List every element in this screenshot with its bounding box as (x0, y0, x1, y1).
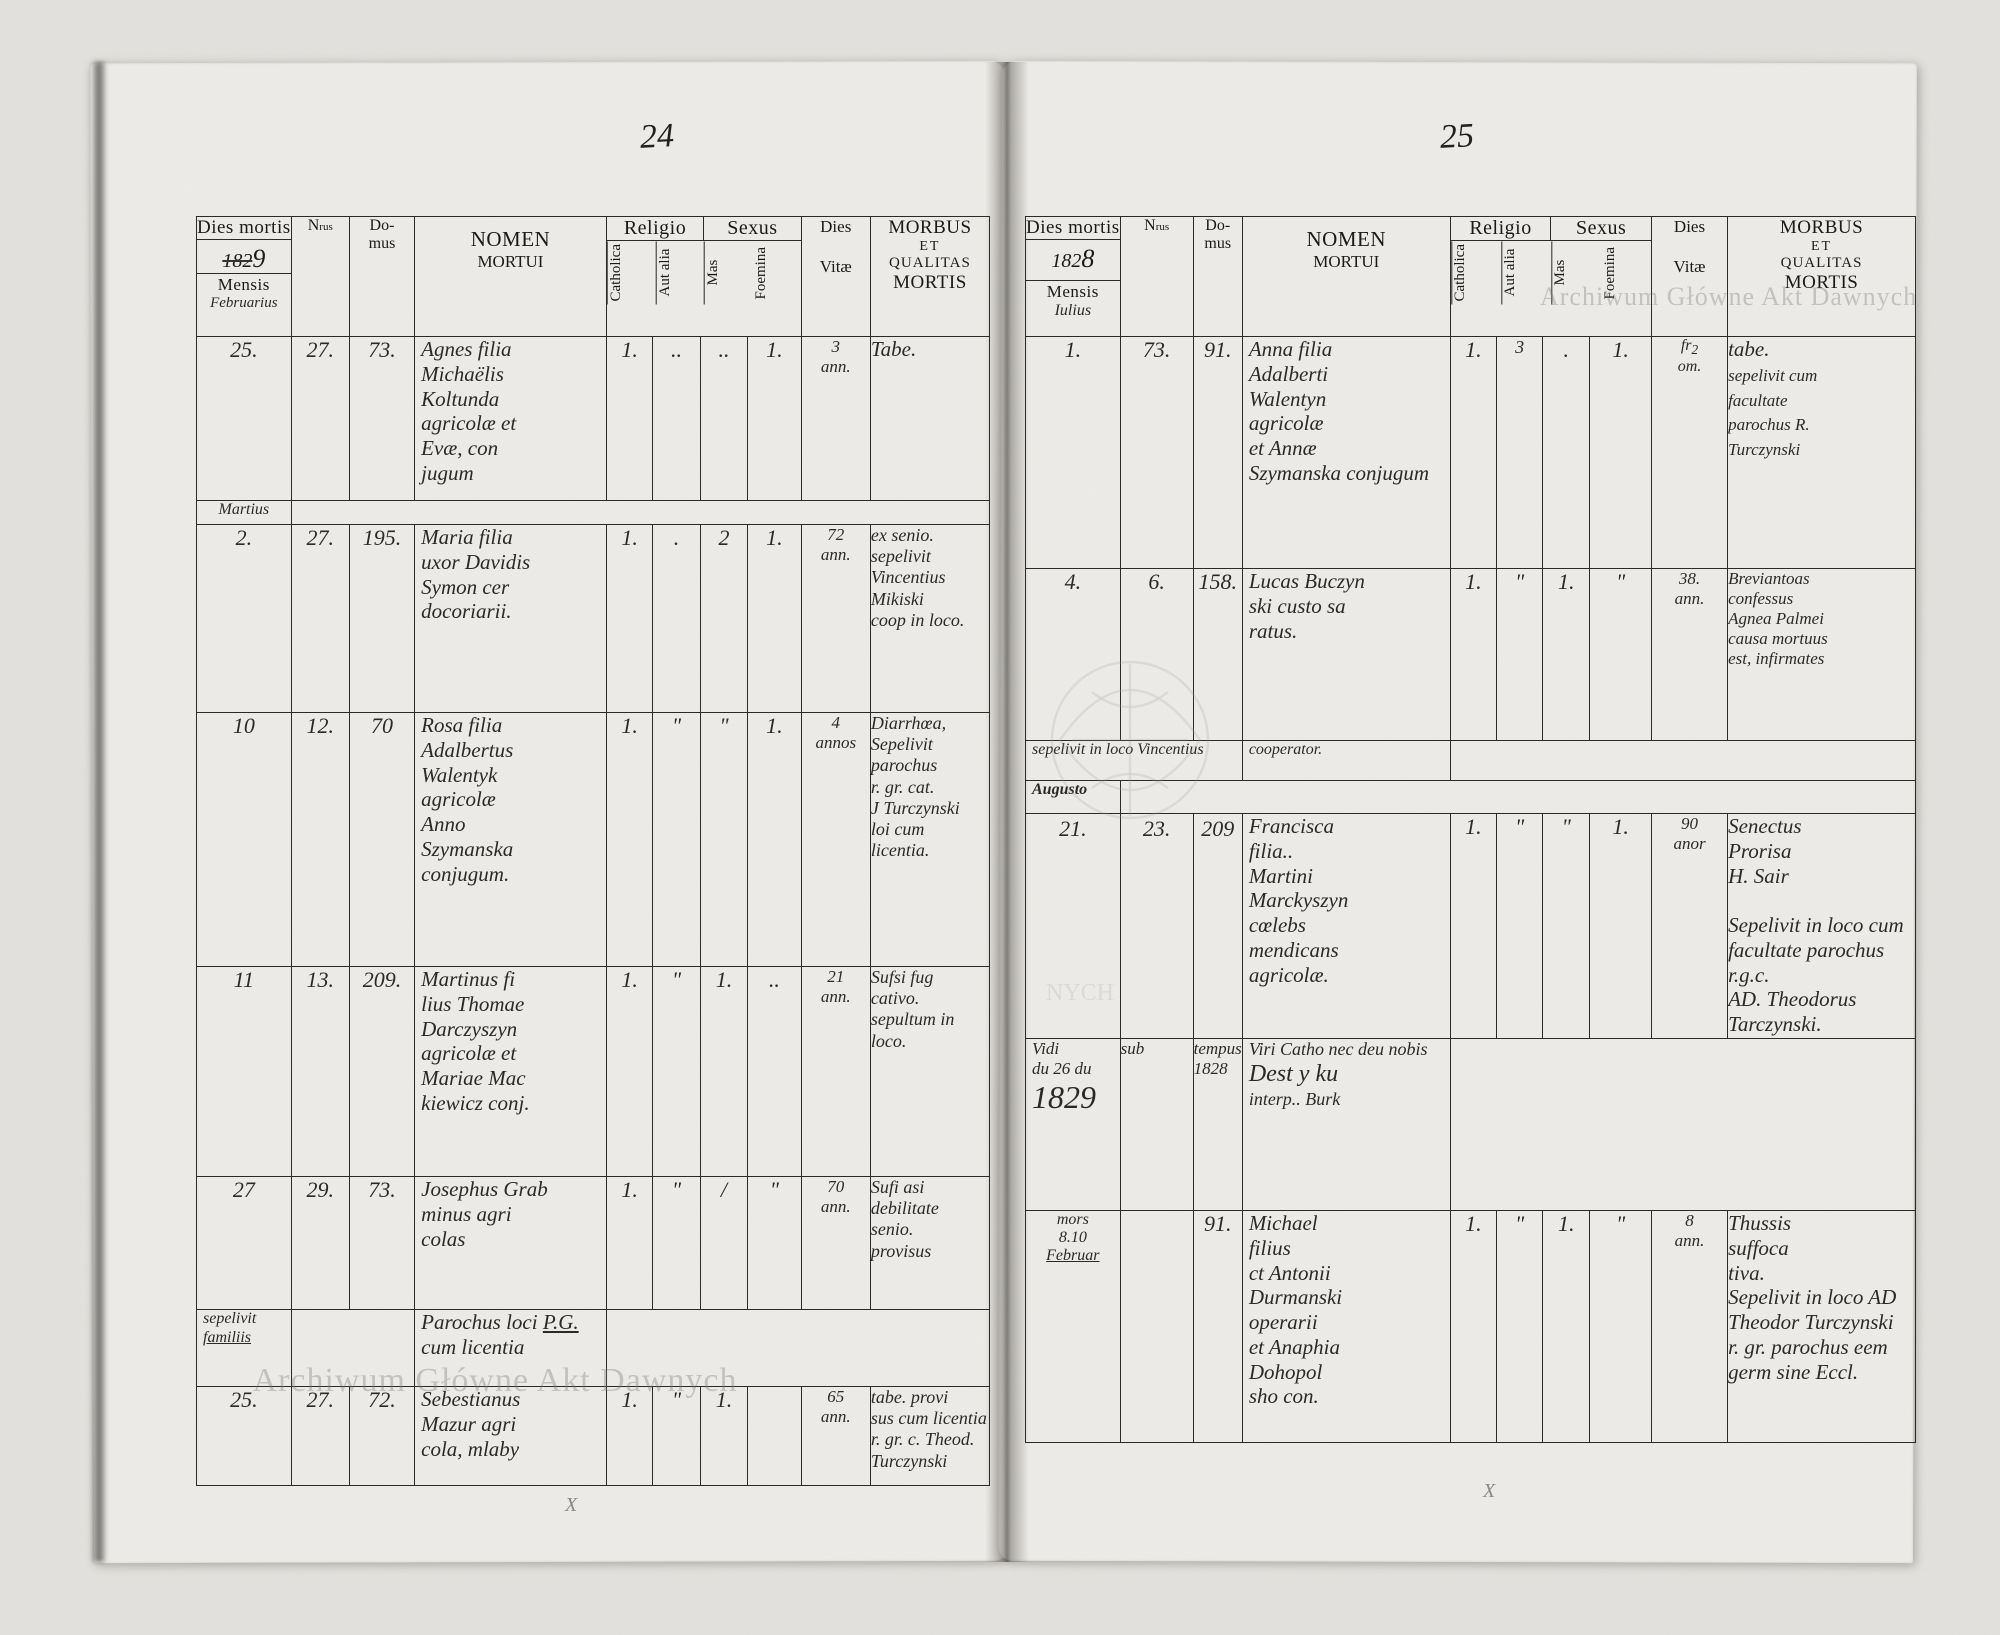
svg-text:NYCH: NYCH (1046, 980, 1114, 1006)
